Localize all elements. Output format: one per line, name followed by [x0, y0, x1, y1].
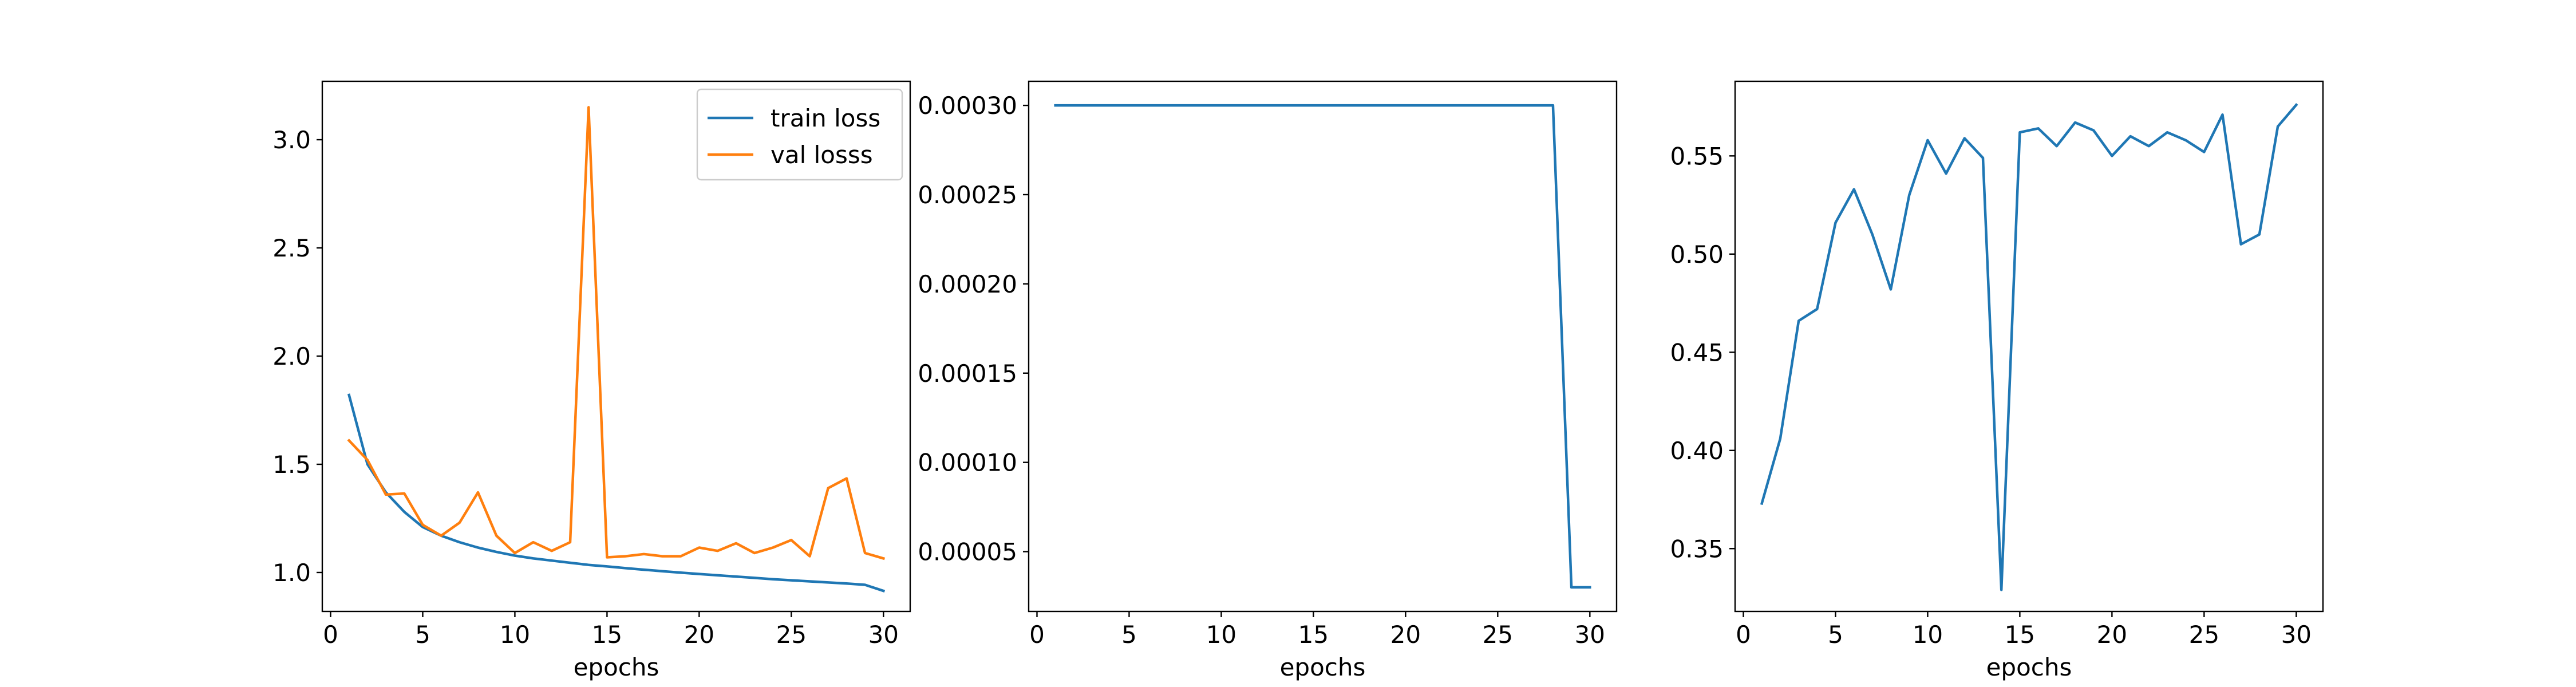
- y-tick-label: 0.00025: [918, 181, 1017, 209]
- y-tick-label: 3.0: [272, 126, 311, 154]
- x-tick-label: 15: [2005, 621, 2035, 649]
- series-line-val-losss: [347, 106, 886, 560]
- x-tick-label: 0: [1736, 621, 1751, 649]
- x-tick-label: 25: [2189, 621, 2219, 649]
- x-tick-label: 30: [2281, 621, 2312, 649]
- x-tick-label: 25: [1483, 621, 1513, 649]
- y-tick-label: 0.40: [1670, 437, 1724, 465]
- legend-box: [696, 88, 903, 181]
- series-line-1: [1054, 104, 1591, 589]
- y-tick-label: 2.0: [272, 342, 311, 370]
- axes-frame: [1028, 80, 1618, 613]
- legend-label: val losss: [771, 141, 873, 169]
- axes-frame: [321, 80, 911, 613]
- x-tick-label: 20: [2097, 621, 2127, 649]
- subplots: 0 5 10 15 20 25 30 1.0 1.5 2.0 2.5 3.0 epochs train l…: [272, 80, 2324, 681]
- plot-area: [1029, 81, 1617, 611]
- x-tick-label: 10: [1913, 621, 1943, 649]
- y-tick-label: 1.0: [272, 559, 311, 587]
- x-tick-label: 10: [1206, 621, 1236, 649]
- y-tick-label: 0.35: [1670, 535, 1724, 563]
- x-tick-label: 15: [1298, 621, 1329, 649]
- x-tick-label: 0: [1029, 621, 1045, 649]
- x-tick-label: 25: [776, 621, 807, 649]
- legend-label: train loss: [771, 104, 880, 132]
- x-tick-label: 20: [1390, 621, 1421, 649]
- y-tick-label: 0.45: [1670, 338, 1724, 366]
- y-tick-label: 0.00030: [918, 92, 1017, 120]
- x-axis-label: epochs: [1280, 653, 1366, 681]
- axes-frame: [1734, 80, 2324, 613]
- x-tick-label: 5: [415, 621, 430, 649]
- y-tick-label: 0.00020: [918, 270, 1017, 298]
- y-tick-label: 0.00010: [918, 449, 1017, 477]
- x-tick-label: 5: [1121, 621, 1137, 649]
- y-tick-label: 0.55: [1670, 142, 1724, 170]
- plot-area: [1735, 81, 2323, 611]
- legend: train loss val losss: [696, 88, 903, 181]
- subplot-2: 0 5 10 15 20 25 30 0.00005 0.00010 0.00015 0.00020…: [918, 80, 1618, 681]
- x-axis-label: epochs: [1986, 653, 2072, 681]
- y-tick-label: 1.5: [272, 451, 311, 479]
- series-line-1: [1760, 103, 2298, 591]
- subplot-1: 0 5 10 15 20 25 30 1.0 1.5 2.0 2.5 3.0 epochs train l…: [272, 80, 911, 681]
- y-tick-label: 0.00005: [918, 538, 1017, 566]
- x-tick-label: 0: [323, 621, 338, 649]
- x-axis-label: epochs: [574, 653, 659, 681]
- x-tick-label: 15: [592, 621, 622, 649]
- x-tick-label: 5: [1828, 621, 1843, 649]
- subplot-3: 0 5 10 15 20 25 30 0.35 0.40 0.45 0.50 0.55 epochs: [1670, 80, 2324, 681]
- x-tick-label: 30: [868, 621, 899, 649]
- y-tick-label: 0.00015: [918, 360, 1017, 388]
- y-tick-label: 0.50: [1670, 240, 1724, 269]
- x-tick-label: 10: [500, 621, 530, 649]
- y-tick-label: 2.5: [272, 234, 311, 262]
- x-tick-label: 30: [1575, 621, 1605, 649]
- x-tick-label: 20: [684, 621, 714, 649]
